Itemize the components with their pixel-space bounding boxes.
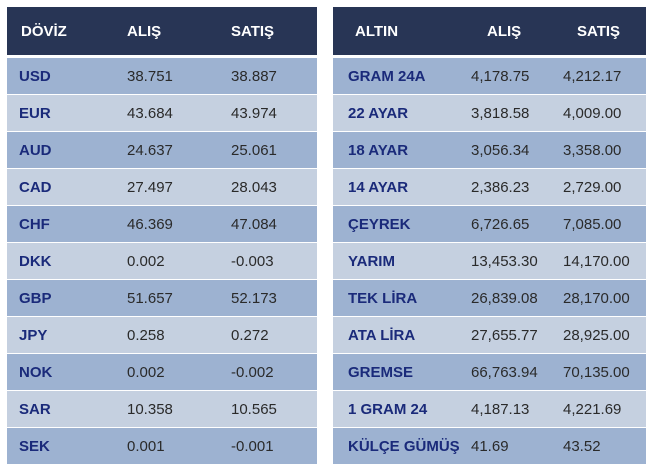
currency-table: DÖVİZ ALIŞ SATIŞ USD 38.751 38.887 EUR 4…	[7, 7, 317, 465]
currency-buy: 0.258	[127, 326, 165, 344]
table-row: EUR 43.684 43.974	[7, 95, 317, 131]
gold-buy: 3,818.58	[471, 104, 530, 122]
gold-header-buy: ALIŞ	[487, 22, 522, 40]
gold-name: GREMSE	[348, 363, 414, 381]
currency-name: GBP	[19, 289, 52, 307]
currency-buy: 10.358	[127, 400, 173, 418]
table-row: GREMSE 66,763.94 70,135.00	[333, 354, 646, 390]
table-row: ÇEYREK 6,726.65 7,085.00	[333, 206, 646, 242]
currency-sell: 47.084	[231, 215, 277, 233]
gold-buy: 2,386.23	[471, 178, 530, 196]
currency-buy: 0.002	[127, 363, 165, 381]
gold-buy: 4,178.75	[471, 67, 530, 85]
gold-sell: 43.52	[563, 437, 601, 455]
gold-buy: 26,839.08	[471, 289, 538, 307]
gold-sell: 28,925.00	[563, 326, 630, 344]
currency-header-buy: ALIŞ	[127, 22, 162, 40]
gold-sell: 2,729.00	[563, 178, 622, 196]
currency-sell: 10.565	[231, 400, 277, 418]
table-row: 1 GRAM 24 4,187.13 4,221.69	[333, 391, 646, 427]
currency-name: AUD	[19, 141, 52, 159]
currency-name: SEK	[19, 437, 50, 455]
currency-sell: 43.974	[231, 104, 277, 122]
table-row: 22 AYAR 3,818.58 4,009.00	[333, 95, 646, 131]
gold-name: GRAM 24A	[348, 67, 426, 85]
currency-sell: 52.173	[231, 289, 277, 307]
gold-buy: 6,726.65	[471, 215, 530, 233]
currency-buy: 46.369	[127, 215, 173, 233]
currency-header-doviz: DÖVİZ	[21, 22, 67, 40]
table-row: TEK LİRA 26,839.08 28,170.00	[333, 280, 646, 316]
currency-sell: -0.003	[231, 252, 274, 270]
currency-name: NOK	[19, 363, 53, 381]
gold-sell: 3,358.00	[563, 141, 622, 159]
table-row: YARIM 13,453.30 14,170.00	[333, 243, 646, 279]
currency-buy: 0.001	[127, 437, 165, 455]
gold-name: ÇEYREK	[348, 215, 411, 233]
gold-buy: 3,056.34	[471, 141, 530, 159]
gold-sell: 4,009.00	[563, 104, 622, 122]
gold-name: KÜLÇE GÜMÜŞ	[348, 437, 460, 455]
gold-buy: 66,763.94	[471, 363, 538, 381]
gold-sell: 28,170.00	[563, 289, 630, 307]
currency-name: EUR	[19, 104, 51, 122]
gold-name: TEK LİRA	[348, 289, 418, 307]
table-row: ATA LİRA 27,655.77 28,925.00	[333, 317, 646, 353]
gold-name: YARIM	[348, 252, 395, 270]
table-row: 18 AYAR 3,056.34 3,358.00	[333, 132, 646, 168]
currency-buy: 24.637	[127, 141, 173, 159]
table-row: KÜLÇE GÜMÜŞ 41.69 43.52	[333, 428, 646, 464]
table-row: USD 38.751 38.887	[7, 58, 317, 94]
table-row: SEK 0.001 -0.001	[7, 428, 317, 464]
table-row: AUD 24.637 25.061	[7, 132, 317, 168]
gold-sell: 14,170.00	[563, 252, 630, 270]
table-row: GBP 51.657 52.173	[7, 280, 317, 316]
currency-name: DKK	[19, 252, 52, 270]
table-row: 14 AYAR 2,386.23 2,729.00	[333, 169, 646, 205]
currency-name: CAD	[19, 178, 52, 196]
gold-name: ATA LİRA	[348, 326, 416, 344]
gold-header-altin: ALTIN	[355, 22, 399, 40]
gold-buy: 4,187.13	[471, 400, 530, 418]
currency-buy: 43.684	[127, 104, 173, 122]
currency-name: USD	[19, 67, 51, 85]
gold-name: 1 GRAM 24	[348, 400, 428, 418]
currency-name: CHF	[19, 215, 50, 233]
table-row: CAD 27.497 28.043	[7, 169, 317, 205]
gold-sell: 4,212.17	[563, 67, 622, 85]
table-row: NOK 0.002 -0.002	[7, 354, 317, 390]
gold-header-sell: SATIŞ	[577, 22, 621, 40]
table-row: CHF 46.369 47.084	[7, 206, 317, 242]
table-row: GRAM 24A 4,178.75 4,212.17	[333, 58, 646, 94]
currency-buy: 51.657	[127, 289, 173, 307]
table-row: SAR 10.358 10.565	[7, 391, 317, 427]
currency-name: SAR	[19, 400, 51, 418]
table-row: DKK 0.002 -0.003	[7, 243, 317, 279]
currency-name: JPY	[19, 326, 48, 344]
currency-sell: 0.272	[231, 326, 269, 344]
currency-sell: -0.001	[231, 437, 274, 455]
currency-header-sell: SATIŞ	[231, 22, 275, 40]
gold-sell: 7,085.00	[563, 215, 622, 233]
currency-buy: 38.751	[127, 67, 173, 85]
gold-table-header: ALTIN ALIŞ SATIŞ	[333, 7, 646, 55]
currency-sell: -0.002	[231, 363, 274, 381]
table-row: JPY 0.258 0.272	[7, 317, 317, 353]
currency-buy: 27.497	[127, 178, 173, 196]
currency-table-header: DÖVİZ ALIŞ SATIŞ	[7, 7, 317, 55]
gold-name: 18 AYAR	[348, 141, 409, 159]
gold-name: 14 AYAR	[348, 178, 409, 196]
gold-buy: 41.69	[471, 437, 509, 455]
gold-buy: 27,655.77	[471, 326, 538, 344]
currency-buy: 0.002	[127, 252, 165, 270]
gold-name: 22 AYAR	[348, 104, 409, 122]
currency-sell: 25.061	[231, 141, 277, 159]
currency-sell: 38.887	[231, 67, 277, 85]
gold-sell: 70,135.00	[563, 363, 630, 381]
gold-table: ALTIN ALIŞ SATIŞ GRAM 24A 4,178.75 4,212…	[333, 7, 646, 465]
currency-sell: 28.043	[231, 178, 277, 196]
gold-sell: 4,221.69	[563, 400, 622, 418]
gold-buy: 13,453.30	[471, 252, 538, 270]
